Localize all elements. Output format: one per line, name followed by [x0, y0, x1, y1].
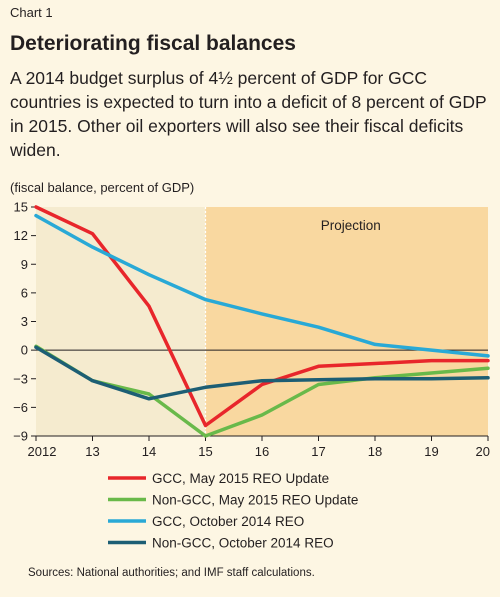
- y-tick-label: 12: [14, 228, 28, 243]
- legend-label-2: Non-GCC, May 2015 REO Update: [152, 493, 358, 508]
- x-tick-label: 17: [311, 444, 325, 459]
- y-tick-label: 0: [21, 343, 28, 358]
- y-tick-label: 9: [21, 257, 28, 272]
- y-axis-unit-label: (fiscal balance, percent of GDP): [10, 180, 195, 195]
- sources-note: Sources: National authorities; and IMF s…: [28, 567, 315, 579]
- y-tick-label: 3: [21, 314, 28, 329]
- x-tick-label: 14: [142, 444, 156, 459]
- x-tick-label: 15: [198, 444, 212, 459]
- legend-label-1: GCC, May 2015 REO Update: [152, 471, 329, 486]
- chart-number-label: Chart 1: [10, 5, 53, 20]
- x-tick-label: 2012: [28, 444, 57, 459]
- legend-label-3: GCC, October 2014 REO: [152, 514, 304, 529]
- y-tick-label: −6: [13, 400, 28, 415]
- series-line-4: [34, 345, 490, 401]
- y-tick-label: 6: [21, 285, 28, 300]
- projection-label: Projection: [321, 218, 381, 233]
- chart-description: A 2014 budget surplus of 4½ percent of G…: [10, 68, 487, 160]
- historical-period-shading: [36, 207, 206, 436]
- chart-title: Deteriorating fiscal balances: [10, 32, 296, 55]
- x-tick-label: 19: [424, 444, 438, 459]
- series-line-3: [34, 213, 490, 358]
- x-tick-label: 18: [368, 444, 382, 459]
- x-tick-label: 20: [476, 444, 490, 459]
- x-tick-label: 13: [85, 444, 99, 459]
- legend-label-4: Non-GCC, October 2014 REO: [152, 536, 334, 551]
- projection-period-shading: [205, 207, 488, 436]
- y-tick-label: 15: [14, 200, 28, 215]
- x-tick-label: 16: [255, 444, 269, 459]
- y-tick-label: −3: [13, 371, 28, 386]
- y-tick-label: −9: [13, 429, 28, 444]
